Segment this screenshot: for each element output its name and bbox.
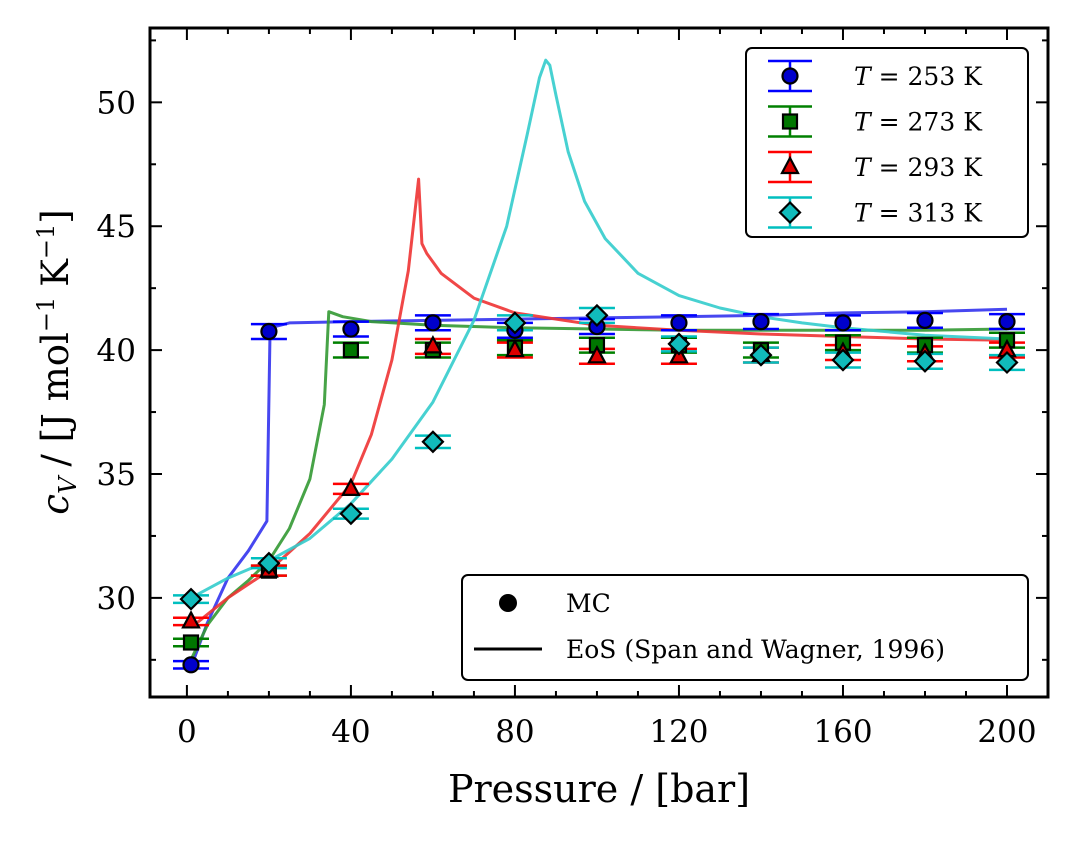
legend-label-text-3: = 313 K bbox=[871, 199, 984, 228]
y-label-symbol: c bbox=[34, 494, 77, 515]
legend-label-text-0: = 253 K bbox=[871, 62, 984, 91]
marker-0-2 bbox=[342, 320, 360, 338]
marker-0-7 bbox=[752, 313, 770, 331]
x-tick-label-0: 0 bbox=[177, 714, 197, 750]
legend-label-text-2: = 293 K bbox=[871, 153, 984, 182]
legend-label-symbol-0: T bbox=[854, 62, 873, 91]
legend-marker-3 bbox=[778, 200, 802, 225]
marker-2-2 bbox=[341, 477, 361, 496]
y-tick-label-35: 35 bbox=[97, 457, 136, 493]
marker-2-0 bbox=[181, 610, 201, 629]
legend-method-label-0: MC bbox=[566, 589, 611, 618]
marker-2-5 bbox=[587, 344, 607, 364]
marker-3-5 bbox=[585, 303, 609, 327]
marker-3-3 bbox=[421, 430, 445, 454]
marker-3-4 bbox=[503, 311, 527, 335]
y-label-superscript-2: −1 bbox=[32, 224, 60, 259]
marker-0-0 bbox=[182, 656, 200, 674]
y-label-units: / [J mol bbox=[34, 332, 77, 466]
marker-3-1 bbox=[257, 551, 281, 575]
y-tick-label-40: 40 bbox=[97, 333, 136, 369]
axis-ticks: 0 40 80 120 160 200 30 35 40 45 50 bbox=[97, 28, 1049, 750]
marker-3-7 bbox=[749, 343, 773, 367]
eos-line-0 bbox=[189, 307, 1008, 668]
legend-label-3: T = 313 K bbox=[854, 199, 983, 228]
x-axis-label: Pressure / [bar] bbox=[448, 767, 750, 811]
legend-method: MC EoS (Span and Wagner, 1996) bbox=[461, 574, 1029, 681]
legend-method-label-1: EoS (Span and Wagner, 1996) bbox=[566, 635, 945, 664]
marker-0-10 bbox=[998, 313, 1016, 331]
marker-0-1 bbox=[260, 322, 278, 341]
mc-markers bbox=[179, 303, 1019, 674]
marker-0-9 bbox=[916, 311, 934, 329]
legend-temperature-box bbox=[745, 47, 1029, 238]
eos-line-2 bbox=[190, 177, 1008, 629]
legend-label-symbol-3: T bbox=[854, 199, 873, 228]
x-tick-label-160: 160 bbox=[813, 714, 872, 750]
legend-label-0: T = 253 K bbox=[854, 62, 983, 91]
y-tick-label-45: 45 bbox=[97, 209, 136, 245]
legend-temperature: T = 253 KT = 273 KT = 293 KT = 313 K bbox=[745, 47, 1029, 238]
y-label-superscript-1: −1 bbox=[32, 297, 60, 332]
x-tick-label-120: 120 bbox=[649, 714, 708, 750]
marker-0-6 bbox=[670, 314, 688, 332]
legend-label-symbol-1: T bbox=[854, 108, 873, 137]
legend-mc-dot bbox=[499, 594, 517, 612]
legend-method-box bbox=[461, 574, 1029, 681]
marker-3-9 bbox=[913, 349, 937, 373]
y-tick-label-30: 30 bbox=[97, 581, 136, 617]
legend-marker-1 bbox=[781, 113, 799, 130]
marker-0-8 bbox=[834, 314, 852, 332]
x-tick-label-40: 40 bbox=[331, 714, 370, 750]
marker-3-0 bbox=[179, 587, 203, 611]
y-label-subscript: V bbox=[54, 474, 82, 494]
plot-frame bbox=[148, 26, 1050, 699]
x-tick-label-80: 80 bbox=[495, 714, 534, 750]
marker-3-10 bbox=[995, 350, 1019, 375]
legend-marker-2 bbox=[780, 155, 800, 175]
legend-label-symbol-2: T bbox=[854, 153, 873, 182]
marker-3-2 bbox=[339, 502, 363, 526]
y-tick-label-50: 50 bbox=[97, 85, 136, 121]
marker-3-6 bbox=[667, 332, 691, 356]
marker-2-4 bbox=[505, 338, 525, 358]
legend-label-1: T = 273 K bbox=[854, 108, 983, 137]
marker-0-3 bbox=[424, 314, 442, 332]
marker-1-0 bbox=[182, 634, 200, 651]
marker-3-8 bbox=[831, 348, 855, 372]
legend-label-2: T = 293 K bbox=[854, 153, 983, 182]
legend-label-text-1: = 273 K bbox=[871, 108, 984, 137]
y-label-close: ] bbox=[34, 209, 77, 223]
y-axis-label: cV/ [J mol−1K−1] bbox=[32, 209, 82, 514]
x-tick-label-200: 200 bbox=[977, 714, 1036, 750]
legend-marker-0 bbox=[781, 67, 799, 85]
marker-1-2 bbox=[342, 342, 360, 359]
y-label-kelvin: K bbox=[34, 258, 77, 287]
marker-2-3 bbox=[423, 335, 443, 354]
